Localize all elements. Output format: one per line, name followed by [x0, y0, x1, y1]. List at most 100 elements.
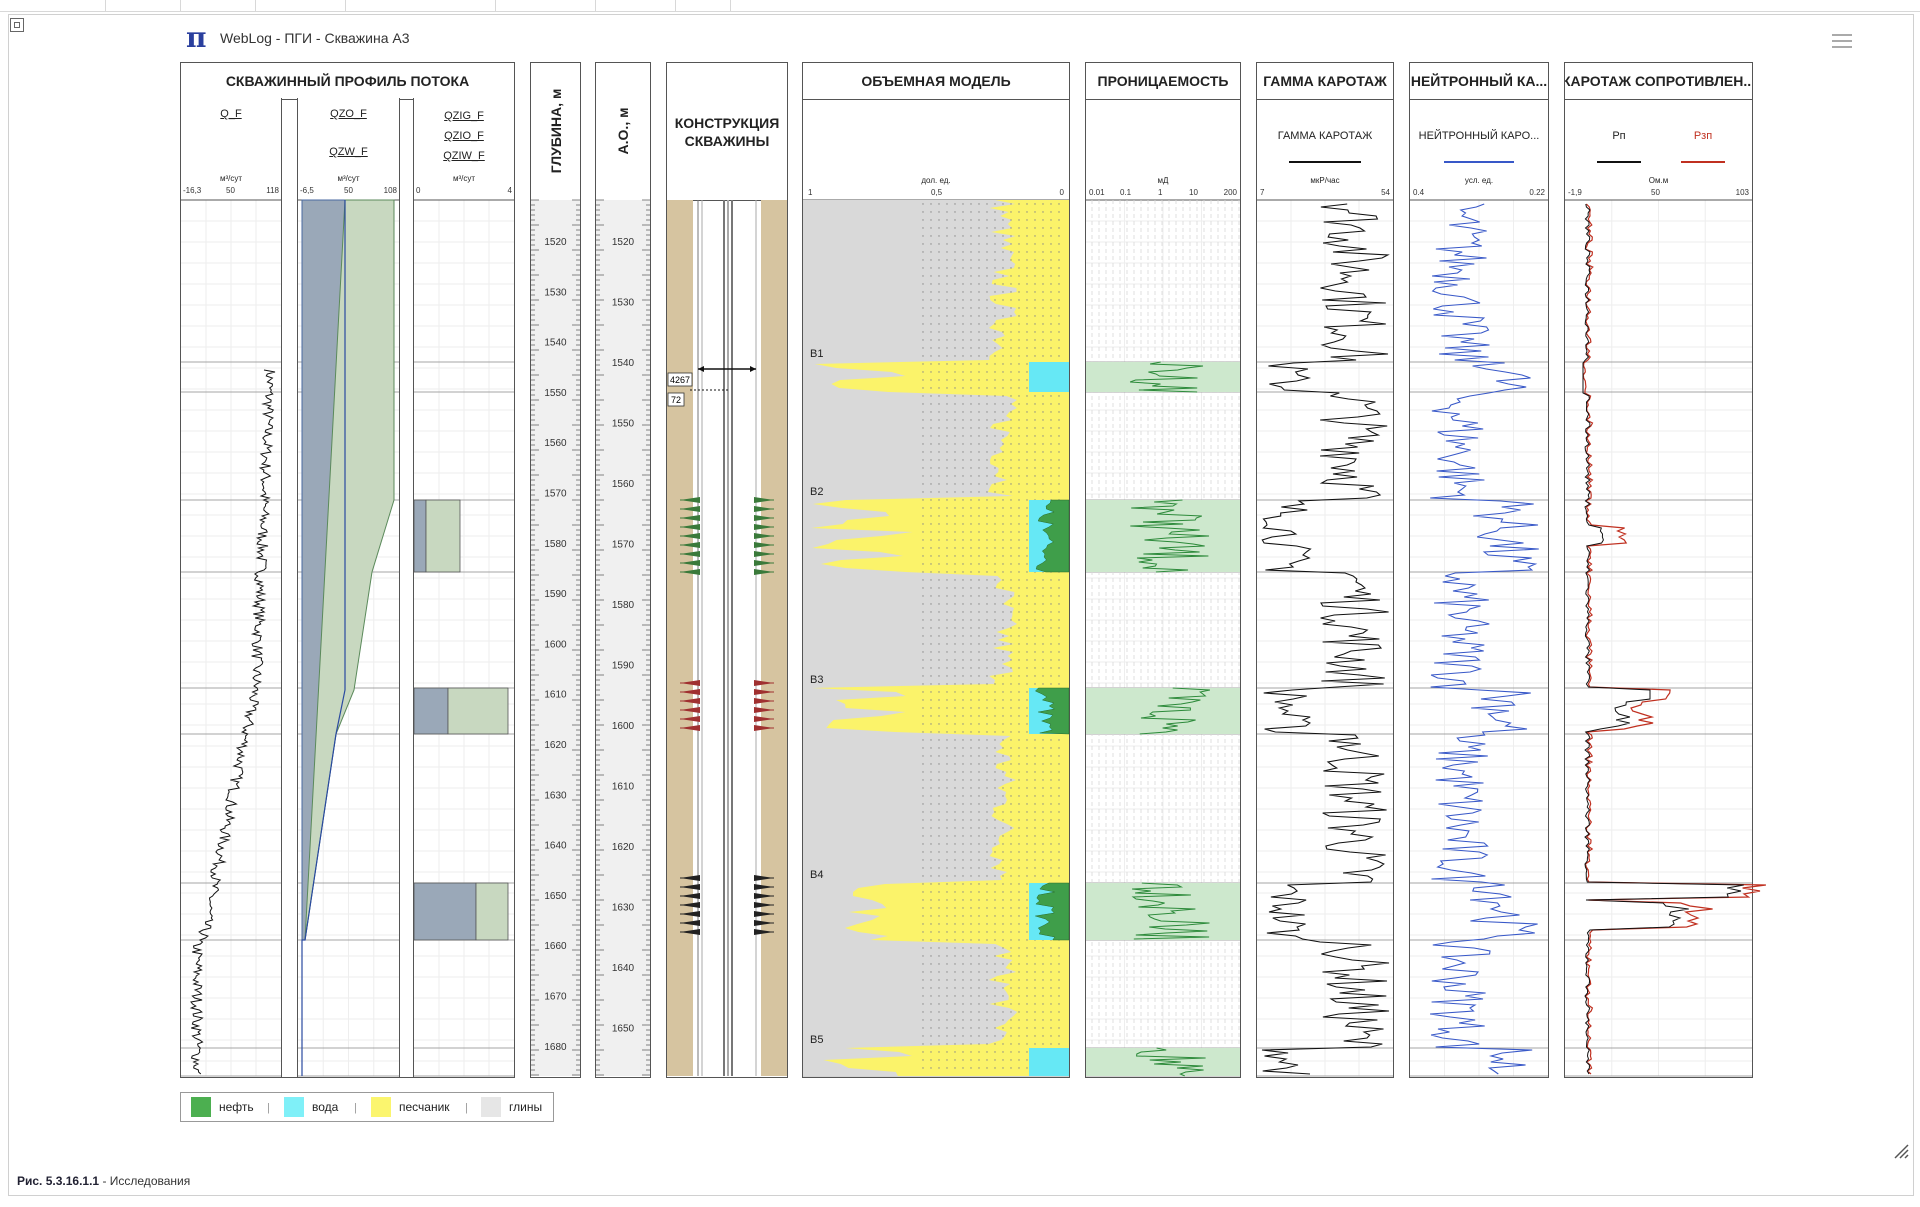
- tab-2[interactable]: [105, 0, 181, 11]
- sand-dot: [922, 843, 924, 845]
- sand-dot: [954, 219, 956, 221]
- tab-4[interactable]: [255, 0, 346, 11]
- tab-3[interactable]: [180, 0, 256, 11]
- sand-dot: [946, 211, 948, 213]
- sand-dot: [1010, 827, 1012, 829]
- sand-dot: [994, 963, 996, 965]
- sand-dot: [946, 619, 948, 621]
- qzw-curve-label[interactable]: QZW_F: [329, 146, 368, 158]
- sand-dot: [946, 507, 948, 509]
- window-mode-icon[interactable]: [10, 18, 24, 32]
- sand-dot: [994, 827, 996, 829]
- sand-dot: [986, 739, 988, 741]
- sand-dot: [1058, 755, 1060, 757]
- sand-dot: [970, 411, 972, 413]
- sand-dot: [986, 523, 988, 525]
- sand-dot: [1042, 867, 1044, 869]
- sand-dot: [954, 203, 956, 205]
- sand-dot: [994, 539, 996, 541]
- tab-7[interactable]: [595, 0, 676, 11]
- sand-dot: [994, 299, 996, 301]
- resize-handle-icon[interactable]: [1893, 1143, 1909, 1159]
- sand-dot: [994, 507, 996, 509]
- sand-dot: [938, 699, 940, 701]
- qzo-curve-label[interactable]: QZO_F: [330, 108, 367, 120]
- sand-dot: [962, 1067, 964, 1069]
- sand-dot: [1010, 1059, 1012, 1061]
- sand-dot: [978, 443, 980, 445]
- sand-dot: [1034, 763, 1036, 765]
- sand-dot: [1010, 235, 1012, 237]
- hamburger-menu-icon[interactable]: [1832, 34, 1852, 48]
- sand-dot: [930, 771, 932, 773]
- sand-dot: [1058, 811, 1060, 813]
- qzi-unit: м³/сут: [452, 174, 476, 183]
- sand-dot: [946, 715, 948, 717]
- sand-dot: [1042, 283, 1044, 285]
- sand-dot: [938, 787, 940, 789]
- sand-dot: [1042, 1027, 1044, 1029]
- sand-dot: [1010, 587, 1012, 589]
- sand-dot: [930, 891, 932, 893]
- sand-dot: [962, 219, 964, 221]
- qziw-curve-label[interactable]: QZIW_F: [443, 150, 485, 162]
- figure-caption: Рис. 5.3.16.1.1 - Исследования: [17, 1174, 190, 1188]
- sand-dot: [1026, 379, 1028, 381]
- legend-label-clay: глины: [509, 1100, 543, 1114]
- sand-dot: [938, 1059, 940, 1061]
- sand-dot: [1010, 467, 1012, 469]
- sand-dot: [1010, 963, 1012, 965]
- sand-dot: [1050, 811, 1052, 813]
- gamma-curve-label[interactable]: ГАММА КАРОТАЖ: [1277, 130, 1373, 142]
- sand-dot: [970, 939, 972, 941]
- tab-6[interactable]: [495, 0, 596, 11]
- sand-dot: [962, 259, 964, 261]
- sand-dot: [922, 259, 924, 261]
- rp-curve-label[interactable]: Рп: [1612, 130, 1626, 142]
- neutron-curve-label[interactable]: НЕЙТРОННЫЙ КАРО...: [1418, 130, 1540, 142]
- sand-dot: [970, 1067, 972, 1069]
- sand-dot: [1002, 243, 1004, 245]
- sand-dot: [1058, 315, 1060, 317]
- sand-dot: [946, 763, 948, 765]
- tab-8[interactable]: [675, 0, 731, 11]
- sand-dot: [1010, 723, 1012, 725]
- sand-dot: [1042, 651, 1044, 653]
- sand-dot: [1042, 603, 1044, 605]
- sand-dot: [1034, 843, 1036, 845]
- sand-dot: [1002, 859, 1004, 861]
- sand-dot: [978, 1051, 980, 1053]
- sand-dot: [1026, 219, 1028, 221]
- sand-dot: [938, 675, 940, 677]
- tab-5[interactable]: [345, 0, 496, 11]
- sand-dot: [946, 251, 948, 253]
- sand-dot: [986, 667, 988, 669]
- sand-dot: [962, 571, 964, 573]
- qzig-curve-label[interactable]: QZIG_F: [444, 110, 484, 122]
- sand-dot: [954, 475, 956, 477]
- sand-dot: [1010, 915, 1012, 917]
- sand-dot: [1042, 347, 1044, 349]
- sand-dot: [970, 443, 972, 445]
- sand-dot: [970, 619, 972, 621]
- sand-dot: [1058, 987, 1060, 989]
- sand-dot: [1010, 435, 1012, 437]
- sand-dot: [922, 675, 924, 677]
- sand-dot: [1026, 459, 1028, 461]
- sand-dot: [962, 595, 964, 597]
- tab-1[interactable]: [0, 0, 106, 11]
- sand-dot: [1042, 779, 1044, 781]
- rzp-curve-label[interactable]: Рзп: [1693, 130, 1713, 142]
- q-curve-label[interactable]: Q_F: [220, 108, 242, 120]
- sand-dot: [962, 499, 964, 501]
- neutron-scale-max: 0.22: [1529, 188, 1545, 197]
- sand-dot: [1050, 403, 1052, 405]
- sand-dot: [1026, 1003, 1028, 1005]
- depth-scale-label: 1550: [544, 388, 567, 399]
- qzio-curve-label[interactable]: QZIO_F: [444, 130, 484, 142]
- sand-dot: [1026, 731, 1028, 733]
- sand-dot: [986, 235, 988, 237]
- sand-dot: [1002, 219, 1004, 221]
- sand-dot: [1058, 283, 1060, 285]
- sand-dot: [946, 883, 948, 885]
